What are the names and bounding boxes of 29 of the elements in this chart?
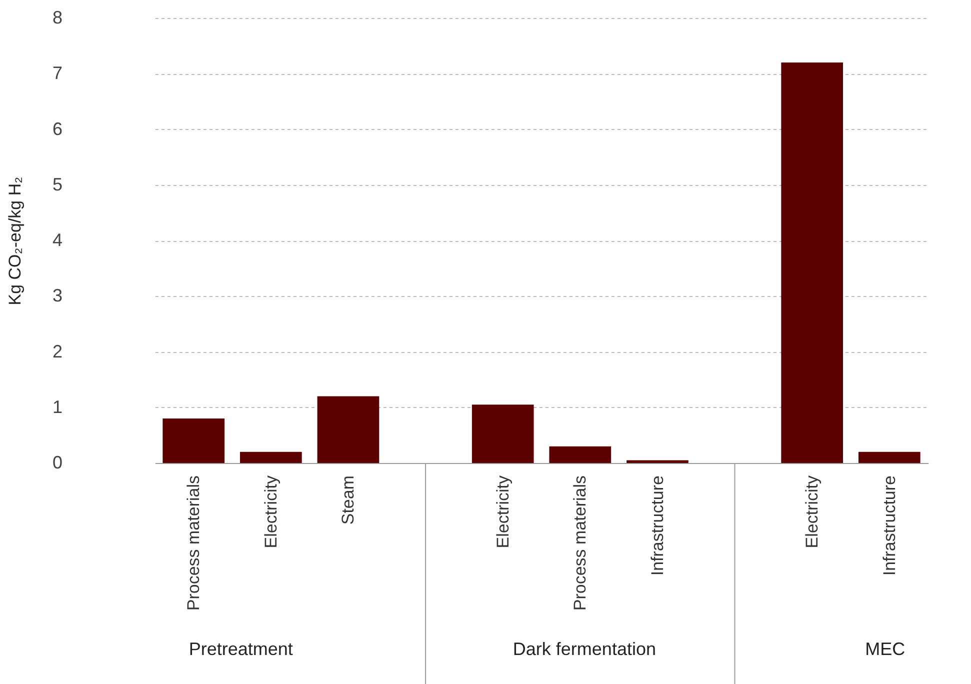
x-tick-label: Infrastructure — [880, 476, 899, 576]
y-tick-label: 8 — [52, 8, 62, 28]
bar — [549, 446, 612, 463]
x-tick-label: Infrastructure — [648, 476, 667, 576]
text: MEC — [865, 639, 906, 659]
text: Pretreatment — [188, 639, 293, 659]
x-tick-label: Process materials — [184, 476, 204, 611]
y-tick-label: 7 — [52, 63, 62, 84]
bar — [626, 460, 688, 463]
bar — [317, 396, 380, 463]
y-tick-label: 5 — [52, 174, 62, 194]
bar — [781, 62, 844, 463]
bar — [162, 418, 225, 463]
bar — [240, 452, 302, 463]
y-tick-label: 3 — [52, 286, 62, 306]
x-tick-label: Electricity — [261, 475, 280, 548]
text: Dark fermentation — [512, 639, 656, 659]
y-tick-label: 4 — [52, 230, 62, 250]
x-tick-label: Electricity — [802, 475, 822, 548]
y-axis-title: Kg CO₂-eq/kg H₂ — [5, 176, 24, 306]
y-tick-label: 6 — [52, 118, 62, 139]
x-tick-label: Electricity — [493, 475, 512, 548]
y-tick-label: 2 — [52, 341, 62, 362]
y-tick-label: 1 — [52, 396, 62, 417]
bar — [472, 404, 534, 463]
y-tick-label: 0 — [52, 452, 62, 472]
x-tick-label: Steam — [338, 476, 358, 525]
x-tick-label: Process materials — [570, 476, 590, 611]
bar — [858, 452, 920, 463]
